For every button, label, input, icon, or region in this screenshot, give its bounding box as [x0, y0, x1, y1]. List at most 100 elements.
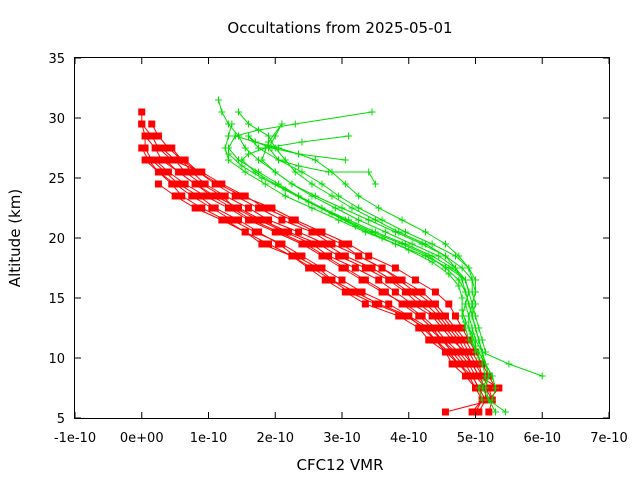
- red-data-point: [265, 240, 273, 248]
- red-data-point: [368, 264, 376, 272]
- red-data-point: [395, 312, 403, 320]
- green-data-point: [492, 408, 500, 416]
- x-axis: -1e-10 0e+00 1e-10 2e-10 3e-10 4e-10 5e-10 6e-1…: [54, 58, 628, 446]
- red-data-point: [241, 228, 249, 236]
- green-data-point: [458, 264, 466, 272]
- green-data-point: [482, 360, 490, 368]
- y-tick-label: 20: [48, 232, 65, 247]
- red-data-point: [425, 336, 433, 344]
- red-data-point: [401, 300, 409, 308]
- green-data-point: [488, 372, 496, 380]
- green-data-point: [461, 276, 469, 284]
- red-profile-line: [144, 135, 483, 413]
- red-data-point: [338, 240, 346, 248]
- green-data-point: [298, 168, 306, 176]
- green-data-point: [295, 150, 303, 158]
- green-data-point: [318, 180, 326, 188]
- red-data-point: [328, 240, 336, 248]
- red-data-point: [171, 156, 179, 164]
- series-red: [138, 108, 503, 416]
- red-data-point: [174, 168, 182, 176]
- green-data-point: [305, 198, 313, 206]
- red-data-point: [431, 300, 439, 308]
- x-tick-label: -1e-10: [54, 431, 96, 446]
- red-data-point: [285, 228, 293, 236]
- green-data-point: [255, 144, 263, 152]
- red-data-point: [181, 168, 189, 176]
- green-data-point: [365, 168, 373, 176]
- red-data-point: [178, 192, 186, 200]
- red-data-point: [151, 144, 159, 152]
- green-data-point: [371, 180, 379, 188]
- red-data-point: [218, 192, 226, 200]
- red-data-point: [235, 204, 243, 212]
- red-data-point: [338, 276, 346, 284]
- green-data-point: [405, 246, 413, 254]
- green-data-point: [461, 300, 469, 308]
- green-data-point: [241, 144, 249, 152]
- x-tick-label: 4e-10: [390, 431, 428, 446]
- green-data-point: [338, 204, 346, 212]
- x-tick-label: 0e+00: [120, 431, 164, 446]
- red-data-point: [485, 408, 493, 416]
- green-data-point: [245, 132, 253, 140]
- green-data-point: [475, 354, 483, 362]
- red-data-point: [418, 288, 426, 296]
- green-data-point: [341, 180, 349, 188]
- plot-frame: [74, 57, 610, 419]
- red-data-point: [308, 228, 316, 236]
- red-data-point: [171, 180, 179, 188]
- green-data-point: [488, 396, 496, 404]
- y-axis-label: Altitude (km): [6, 189, 24, 287]
- red-data-point: [245, 204, 253, 212]
- y-tick-label: 10: [48, 352, 65, 367]
- red-data-point: [361, 300, 369, 308]
- green-data-point: [505, 360, 513, 368]
- green-data-point: [451, 264, 459, 272]
- green-data-point: [458, 312, 466, 320]
- x-axis-label: CFC12 VMR: [296, 456, 383, 474]
- red-data-point: [154, 168, 162, 176]
- red-data-point: [448, 348, 456, 356]
- red-data-point: [325, 252, 333, 260]
- red-data-point: [201, 192, 209, 200]
- red-data-point: [181, 180, 189, 188]
- red-data-point: [161, 156, 169, 164]
- red-data-point: [188, 192, 196, 200]
- red-data-point: [271, 228, 279, 236]
- red-data-point: [268, 204, 276, 212]
- green-data-point: [345, 132, 353, 140]
- red-data-point: [358, 288, 366, 296]
- green-data-point: [458, 306, 466, 314]
- green-data-point: [308, 192, 316, 200]
- red-data-point: [445, 300, 453, 308]
- red-data-point: [375, 300, 383, 308]
- green-data-point: [378, 216, 386, 224]
- red-data-point: [298, 252, 306, 260]
- green-data-point: [275, 144, 283, 152]
- y-tick-label: 5: [57, 412, 65, 427]
- green-data-point: [271, 132, 279, 140]
- red-data-point: [328, 276, 336, 284]
- red-data-point: [258, 240, 266, 248]
- green-data-point: [225, 144, 233, 152]
- red-data-point: [441, 312, 449, 320]
- red-data-point: [164, 168, 172, 176]
- green-data-point: [475, 384, 483, 392]
- red-data-point: [421, 300, 429, 308]
- red-data-point: [321, 276, 329, 284]
- y-axis: 5 10 15 20 25 30 35: [48, 52, 609, 427]
- red-data-point: [225, 204, 233, 212]
- red-data-point: [341, 288, 349, 296]
- red-data-point: [335, 252, 343, 260]
- green-data-point: [281, 192, 289, 200]
- red-data-point: [391, 264, 399, 272]
- green-data-point: [215, 96, 223, 104]
- red-data-point: [198, 204, 206, 212]
- green-data-point: [295, 162, 303, 170]
- red-data-point: [138, 120, 146, 128]
- red-data-point: [171, 192, 179, 200]
- red-data-point: [198, 180, 206, 188]
- red-data-point: [308, 240, 316, 248]
- red-data-point: [235, 216, 243, 224]
